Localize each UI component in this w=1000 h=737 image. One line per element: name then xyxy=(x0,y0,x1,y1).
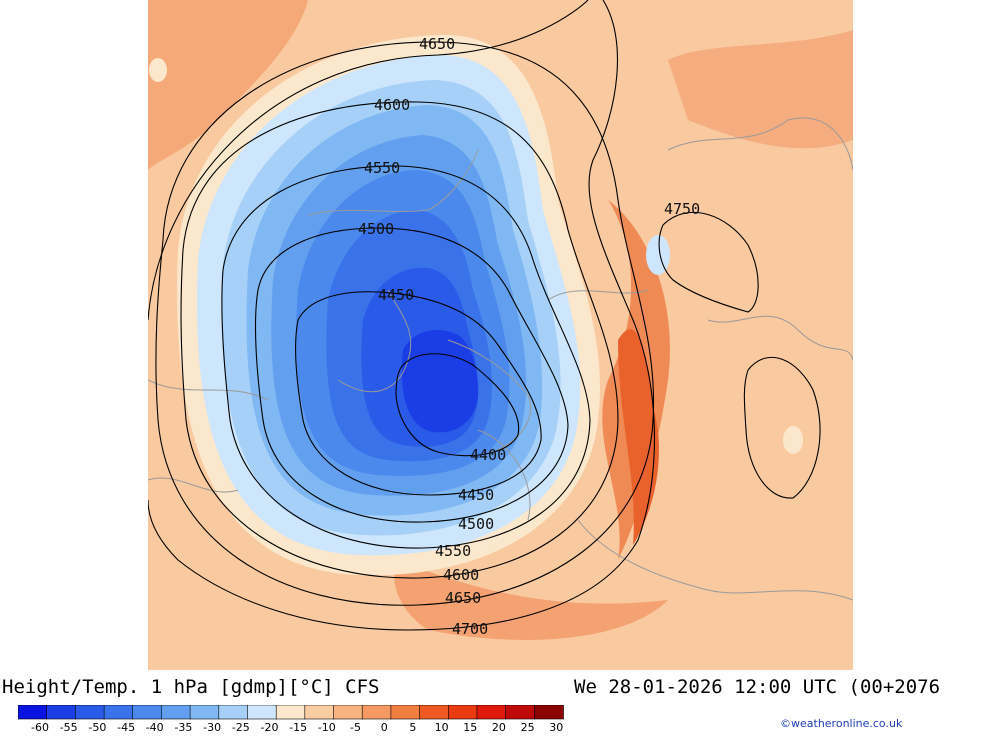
legend-swatch xyxy=(17,704,48,720)
temp-patch-warm xyxy=(148,0,308,170)
temp-patch-warm xyxy=(668,30,853,149)
legend-bar: -60 -55 -50 -45 -40 -35 -30 -25 -20 -15 -10 -5 0 5 10 1… xyxy=(17,704,564,734)
legend-swatch xyxy=(533,704,564,720)
legend-tick-label: -45 xyxy=(117,721,135,733)
warm-blob xyxy=(149,58,167,82)
legend-tick-label: 0 xyxy=(381,721,388,733)
legend-tick-label: -30 xyxy=(203,721,221,733)
legend-swatch xyxy=(247,704,278,720)
legend-swatch xyxy=(132,704,163,720)
temp-patch-hot xyxy=(618,329,659,545)
legend-swatch xyxy=(275,704,306,720)
contour-label: 4500 xyxy=(458,515,494,533)
legend-tick-label: 30 xyxy=(549,721,563,733)
legend-tick-label: -40 xyxy=(146,721,164,733)
cold-blob xyxy=(646,235,670,275)
legend-tick-label: 15 xyxy=(463,721,477,733)
contour-label: 4550 xyxy=(364,159,400,177)
contour-4750-a xyxy=(658,211,759,313)
legend-tick-label: -25 xyxy=(232,721,250,733)
contour-4750-b xyxy=(743,357,821,499)
legend-swatch xyxy=(390,704,421,720)
legend-swatch xyxy=(505,704,536,720)
contour-4650 xyxy=(155,41,655,606)
temp-patch-warm xyxy=(394,560,668,640)
coastlines xyxy=(148,117,853,601)
contour-4550 xyxy=(221,165,591,549)
legend-swatch xyxy=(75,704,105,720)
legend-swatch xyxy=(447,704,478,720)
contour-label: 4500 xyxy=(358,220,394,238)
legend-tick-label: 5 xyxy=(409,721,416,733)
contour-label: 4450 xyxy=(458,486,494,504)
legend-swatch xyxy=(218,704,249,720)
contour-4600 xyxy=(180,101,619,579)
legend-swatch xyxy=(333,704,364,720)
legend-swatch xyxy=(161,704,191,720)
contour-label: 4650 xyxy=(445,589,481,607)
legend-tick-label: -55 xyxy=(60,721,78,733)
map-canvas: 4650 4600 4550 4500 4450 4400 4450 4500 … xyxy=(148,0,853,670)
color-legend: -60 -55 -50 -45 -40 -35 -30 -25 -20 -15 -10 -5 0 5 10 1… xyxy=(17,704,578,737)
contour-label: 4450 xyxy=(378,286,414,304)
map-title: Height/Temp. 1 hPa [gdmp][°C] CFS xyxy=(2,676,380,698)
credit-link[interactable]: ©weatheronline.co.uk xyxy=(780,717,903,730)
cold-region-core xyxy=(401,330,478,433)
contour-label: 4600 xyxy=(374,96,410,114)
legend-swatch xyxy=(103,704,134,720)
contour-label: 4750 xyxy=(664,200,700,218)
legend-tick-label: -20 xyxy=(261,721,279,733)
contour-label: 4400 xyxy=(470,446,506,464)
contour-label: 4600 xyxy=(443,566,479,584)
legend-tick-label: -35 xyxy=(174,721,192,733)
legend-tick-label: -10 xyxy=(318,721,336,733)
legend-swatch xyxy=(361,704,392,720)
legend-tick-label: 10 xyxy=(435,721,449,733)
legend-tick-label: -15 xyxy=(289,721,307,733)
legend-swatch xyxy=(476,704,507,720)
legend-tick-label: -50 xyxy=(88,721,106,733)
contour-label: 4700 xyxy=(452,620,488,638)
contour-4500 xyxy=(254,227,569,523)
legend-swatch xyxy=(189,704,220,720)
legend-tick-label: -60 xyxy=(31,721,49,733)
weather-map: 4650 4600 4550 4500 4450 4400 4450 4500 … xyxy=(148,0,853,670)
legend-tick-label: -5 xyxy=(350,721,361,733)
legend-tick-label: 20 xyxy=(492,721,506,733)
legend-swatch xyxy=(419,704,450,720)
contour-4400 xyxy=(395,353,520,457)
contour-4450 xyxy=(294,291,542,496)
contour-label: 4650 xyxy=(419,35,455,53)
contour-label: 4550 xyxy=(435,542,471,560)
map-datetime: We 28-01-2026 12:00 UTC (00+2076 xyxy=(574,676,941,698)
legend-tick-label: 25 xyxy=(521,721,535,733)
legend-swatch xyxy=(46,704,77,720)
legend-swatch xyxy=(304,704,335,720)
warm-blob xyxy=(783,426,803,454)
contour-4700 xyxy=(148,0,655,631)
